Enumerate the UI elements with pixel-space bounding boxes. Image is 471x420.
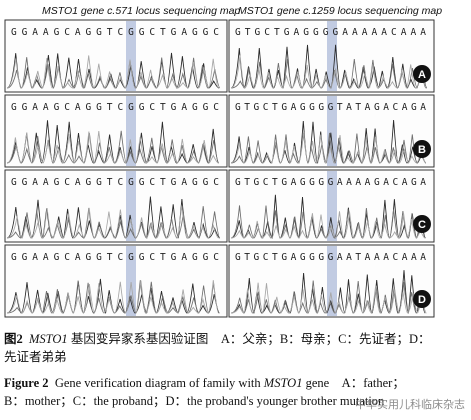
caption-en-gene: MSTO1 xyxy=(263,376,303,390)
caption-en-line1: Figure 2 Gene verification diagram of fa… xyxy=(4,374,468,392)
row-a: GGAAGCAGGTCGGCTGAGGC GTGCTGAGGGGAAAAACAAA… xyxy=(4,19,435,93)
trace-line xyxy=(230,211,426,239)
variant-highlight xyxy=(126,171,136,241)
left-panel-a: GGAAGCAGGTCGGCTGAGGC xyxy=(4,19,228,93)
right-panel-c: GTGCTGAGGGGAAAAGACAGA xyxy=(228,169,435,243)
caption-en-label: Figure 2 xyxy=(4,376,49,390)
caption-cn-label: 图2 xyxy=(4,332,23,346)
trace-line xyxy=(6,52,220,89)
right-panel-b: GTGCTGAGGGGTATAGACAGA xyxy=(228,94,435,168)
variant-highlight xyxy=(126,21,136,91)
chromatogram-rows: GGAAGCAGGTCGGCTGAGGC GTGCTGAGGGGAAAAACAAA… xyxy=(4,19,435,318)
left-panel-d: GGAAGCAGGTCGGCTGAGGC xyxy=(4,244,228,318)
row-label-badge xyxy=(413,140,431,158)
caption-en-line2: B：mother；C：the proband；D：the proband's y… xyxy=(4,392,468,410)
left-panel-title: MSTO1 gene c.571 locus sequencing map xyxy=(42,5,240,17)
row-label-badge xyxy=(413,215,431,233)
row-label-text: D xyxy=(418,294,426,306)
row-d: GGAAGCAGGTCGGCTGAGGC GTGCTGAGGGGAATAAACAA… xyxy=(4,244,435,318)
trace-line xyxy=(6,206,221,239)
row-c: GGAAGCAGGTCGGCTGAGGC GTGCTGAGGGGAAAAGACAG… xyxy=(4,169,435,243)
left-panel-b: GGAAGCAGGTCGGCTGAGGC xyxy=(4,94,228,168)
row-label-badge xyxy=(413,290,431,308)
trace-line xyxy=(6,280,219,314)
variant-highlight xyxy=(327,21,337,91)
panel-frame xyxy=(4,244,228,318)
caption-en-text-3: B：mother；C：the proband；D：the proband's y… xyxy=(4,394,385,408)
trace-line xyxy=(230,282,427,314)
base-sequence: GTGCTGAGGGGAATAAACAAA xyxy=(235,252,426,263)
caption-cn-text-2: 先证者弟弟 xyxy=(4,350,67,364)
row-label-badge xyxy=(413,65,431,83)
caption-cn-text: 基因变异家系基因验证图 A：父亲；B：母亲；C：先证者；D： xyxy=(70,332,431,346)
panel-frame xyxy=(4,169,228,243)
base-sequence: GTGCTGAGGGGAAAAGACAGA xyxy=(235,177,426,188)
trace-line xyxy=(6,205,219,239)
right-panel-a: GTGCTGAGGGGAAAAACAAA xyxy=(228,19,435,93)
panel-frame xyxy=(4,94,228,168)
trace-line xyxy=(230,55,427,89)
row-label-text: C xyxy=(418,219,426,231)
caption-cn-line1: 图2 MSTO1 基因变异家系基因验证图 A：父亲；B：母亲；C：先证者；D： xyxy=(4,330,468,348)
caption-cn-gene: MSTO1 xyxy=(29,332,68,346)
variant-highlight xyxy=(327,246,337,316)
trace-line xyxy=(6,131,219,164)
row-b: GGAAGCAGGTCGGCTGAGGC GTGCTGAGGGGTATAGACAG… xyxy=(4,94,435,168)
caption-en-text-1: Gene verification diagram of family with xyxy=(54,376,261,390)
trace-line xyxy=(230,280,427,314)
variant-highlight xyxy=(126,96,136,166)
journal-watermark: 中华实用儿科临床杂志 xyxy=(355,398,465,411)
trace-line xyxy=(230,119,427,164)
base-sequence: GTGCTGAGGGGTATAGACAGA xyxy=(235,102,426,113)
row-label-text: B xyxy=(418,144,426,156)
variant-highlight xyxy=(126,246,136,316)
trace-line xyxy=(230,205,426,239)
trace-line xyxy=(6,55,219,89)
caption-cn-line2: 先证者弟弟 xyxy=(4,348,468,366)
caption-en-text-2: gene A：father； xyxy=(305,376,405,390)
row-label-text: A xyxy=(418,69,426,81)
trace-line xyxy=(230,132,426,164)
left-panel-c: GGAAGCAGGTCGGCTGAGGC xyxy=(4,169,228,243)
variant-highlight xyxy=(327,171,337,241)
right-panel-title: MSTO1 gene c.1259 locus sequencing map xyxy=(238,5,442,17)
trace-line xyxy=(230,270,426,314)
variant-highlight xyxy=(327,96,337,166)
right-panel-d: GTGCTGAGGGGAATAAACAAA xyxy=(228,244,435,318)
sequencing-figure: MSTO1 gene c.571 locus sequencing map MS… xyxy=(4,5,442,318)
